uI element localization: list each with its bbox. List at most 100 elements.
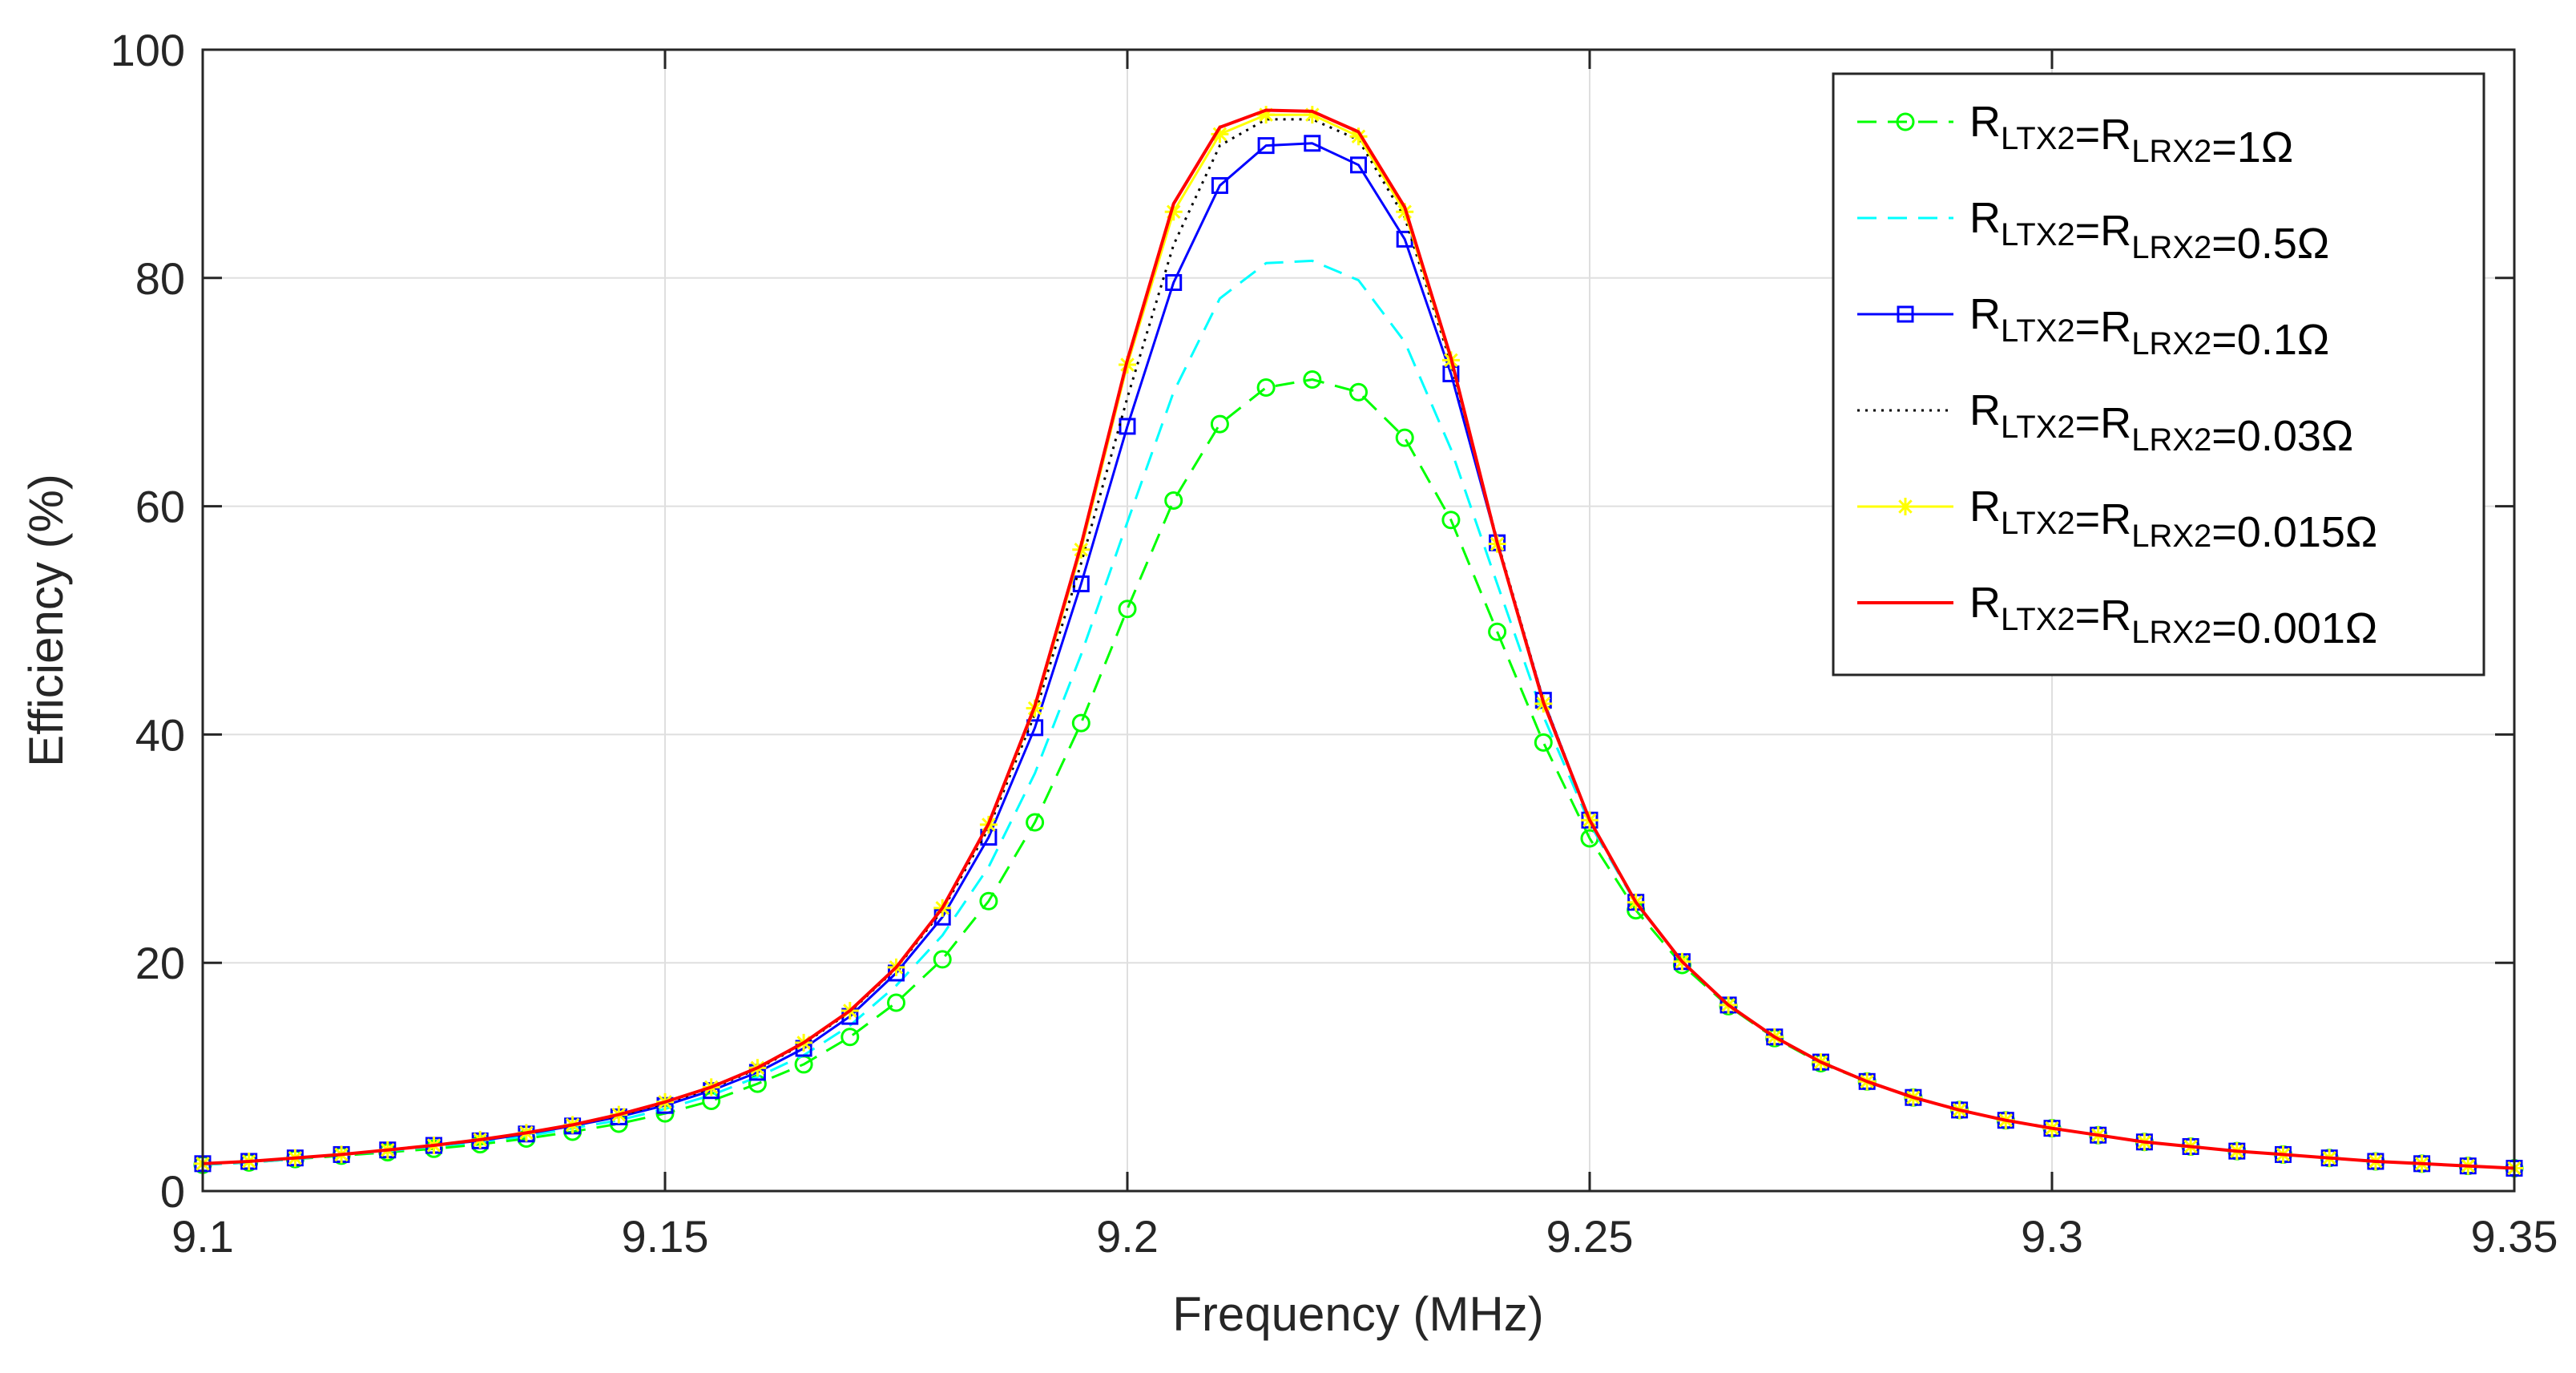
x-tick-label: 9.2 xyxy=(1096,1211,1159,1262)
data-point xyxy=(1303,370,1322,390)
legend-text-part: =0.5Ω xyxy=(2211,220,2329,268)
legend-subscript: LRX2 xyxy=(2131,615,2211,650)
data-point xyxy=(1164,203,1183,221)
data-point xyxy=(979,891,998,911)
legend-text-part: =0.015Ω xyxy=(2211,508,2377,556)
plot-frame xyxy=(201,48,2516,1193)
star-marker-stroke xyxy=(1897,498,1914,515)
y-tick-label: 60 xyxy=(135,482,185,532)
legend-subscript: LTX2 xyxy=(2001,506,2075,541)
data-point xyxy=(841,1028,860,1047)
legend-text-part: =1Ω xyxy=(2211,123,2293,172)
data-point xyxy=(887,993,905,1012)
legend-label: RLTX2=RLRX2=0.001Ω xyxy=(1969,579,2377,652)
legend-subscript: LRX2 xyxy=(2131,230,2211,265)
star-marker-stroke xyxy=(1349,127,1368,146)
legend-text-part: =R xyxy=(2075,495,2132,543)
x-tick-label: 9.35 xyxy=(2471,1211,2558,1262)
data-point xyxy=(1164,491,1183,510)
data-point xyxy=(1165,273,1183,291)
legend-entry: RLTX2=RLRX2=0.015Ω xyxy=(1857,483,2377,556)
series-line xyxy=(202,108,2515,1170)
legend-text-part: =R xyxy=(2075,592,2132,640)
y-tick-label: 40 xyxy=(135,709,185,760)
data-point xyxy=(1349,127,1368,146)
data-point xyxy=(1488,622,1507,641)
legend-subscript: LTX2 xyxy=(2001,313,2075,349)
legend-subscript: LRX2 xyxy=(2131,134,2211,169)
ticks: 9.1 9.15 9.2 9.25 9.3 9.35 0 20 40 60 80 100 xyxy=(111,25,2558,1262)
legend-text-part: R xyxy=(1969,579,2001,627)
legend-entry: RLTX2=RLRX2=0.001Ω xyxy=(1857,579,2377,652)
y-tick-label: 0 xyxy=(160,1166,185,1217)
star-marker-stroke xyxy=(1303,106,1321,124)
data-point xyxy=(1304,135,1321,152)
legend-subscript: LTX2 xyxy=(2001,121,2075,156)
x-tick-label: 9.3 xyxy=(2021,1211,2083,1262)
legend-marker xyxy=(1897,498,1914,515)
series-layer xyxy=(193,106,2524,1178)
legend-text-part: =R xyxy=(2075,303,2132,351)
legend-entry: RLTX2=RLRX2=0.1Ω xyxy=(1857,290,2329,364)
legend-label: RLTX2=RLRX2=0.015Ω xyxy=(1969,483,2377,556)
star-marker-stroke xyxy=(1211,125,1229,143)
data-point xyxy=(1257,106,1276,124)
series-5 xyxy=(202,108,2515,1170)
star-marker-stroke xyxy=(1164,203,1183,221)
legend-text-part: =0.03Ω xyxy=(2211,412,2353,460)
legend: RLTX2=RLRX2=1ΩRLTX2=RLRX2=0.5ΩRLTX2=RLRX… xyxy=(1832,72,2485,676)
data-point xyxy=(1211,176,1228,194)
legend-text-part: R xyxy=(1969,386,2001,434)
data-point xyxy=(1303,106,1321,124)
legend-text-part: =R xyxy=(2075,207,2132,255)
data-point xyxy=(1210,414,1229,434)
legend-text-part: R xyxy=(1969,98,2001,146)
legend-text-part: =R xyxy=(2075,111,2132,159)
data-point xyxy=(1211,125,1229,143)
legend-subscript: LTX2 xyxy=(2001,217,2075,252)
data-point xyxy=(1257,137,1275,155)
legend-text-part: =R xyxy=(2075,399,2132,447)
data-point xyxy=(1349,382,1368,402)
legend-subscript: LRX2 xyxy=(2131,326,2211,361)
legend-entry: RLTX2=RLRX2=0.5Ω xyxy=(1857,194,2329,268)
legend-text-part: R xyxy=(1969,483,2001,531)
legend-subscript: LTX2 xyxy=(2001,602,2075,637)
data-point xyxy=(1118,600,1137,619)
legend-entry: RLTX2=RLRX2=1Ω xyxy=(1857,98,2293,172)
data-point xyxy=(1256,378,1276,398)
y-tick-label: 20 xyxy=(135,938,185,988)
legend-text-part: =0.1Ω xyxy=(2211,316,2329,364)
legend-label: RLTX2=RLRX2=0.1Ω xyxy=(1969,290,2329,364)
data-point xyxy=(1026,813,1045,832)
data-point xyxy=(933,950,952,969)
x-tick-label: 9.25 xyxy=(1546,1211,1634,1262)
data-point xyxy=(1395,428,1414,447)
legend-label: RLTX2=RLRX2=1Ω xyxy=(1969,98,2293,172)
y-tick-label: 100 xyxy=(111,25,185,75)
legend-subscript: LRX2 xyxy=(2131,519,2211,554)
y-axis-label: Efficiency (%) xyxy=(19,474,73,767)
legend-box xyxy=(1832,72,2485,676)
legend-subscript: LRX2 xyxy=(2131,422,2211,458)
data-point xyxy=(1072,575,1090,592)
x-tick-label: 9.15 xyxy=(622,1211,709,1262)
star-marker-stroke xyxy=(1257,106,1276,124)
data-point xyxy=(1441,511,1461,530)
data-point xyxy=(1119,418,1136,435)
legend-text-part: R xyxy=(1969,194,2001,242)
legend-subscript: LTX2 xyxy=(2001,410,2075,445)
legend-marker xyxy=(1897,305,1914,323)
legend-marker xyxy=(1896,112,1915,131)
legend-text-part: =0.001Ω xyxy=(2211,604,2377,652)
data-point xyxy=(1534,733,1553,752)
y-tick-label: 80 xyxy=(135,253,185,304)
legend-label: RLTX2=RLRX2=0.5Ω xyxy=(1969,194,2329,268)
legend-entry: RLTX2=RLRX2=0.03Ω xyxy=(1857,386,2353,460)
x-tick-label: 9.1 xyxy=(171,1211,234,1262)
data-point xyxy=(1350,156,1367,174)
legend-text-part: R xyxy=(1969,290,2001,338)
legend-label: RLTX2=RLRX2=0.03Ω xyxy=(1969,386,2353,460)
data-point xyxy=(1071,713,1090,733)
